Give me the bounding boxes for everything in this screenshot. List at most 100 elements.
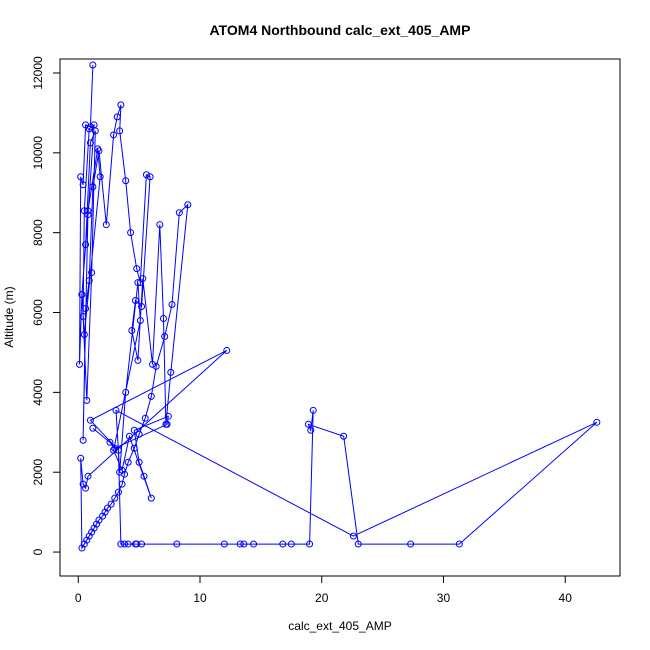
data-point (121, 540, 129, 548)
data-point (139, 275, 147, 283)
data-point (82, 241, 90, 249)
plot-frame (59, 58, 621, 577)
data-point (117, 101, 125, 109)
data-point (111, 494, 119, 502)
data-point (106, 438, 114, 446)
data-point (304, 420, 312, 428)
data-point (122, 388, 130, 396)
data-point (130, 444, 138, 452)
data-point (128, 326, 136, 334)
data-point (114, 446, 122, 454)
data-point (85, 125, 93, 133)
x-tick-label: 40 (559, 591, 573, 605)
series-line (79, 64, 598, 550)
data-point (77, 454, 85, 462)
data-point (86, 139, 94, 147)
y-tick-label: 4000 (31, 379, 45, 406)
data-point (116, 127, 124, 135)
data-point (78, 544, 86, 552)
data-point (287, 540, 295, 548)
series-layer (75, 61, 601, 552)
data-point (164, 412, 172, 420)
y-axis-label: Altitude (m) (2, 286, 16, 347)
x-tick-label: 0 (75, 591, 82, 605)
data-point (131, 297, 139, 305)
x-tick-label: 10 (193, 591, 207, 605)
data-point (124, 540, 132, 548)
data-point (147, 392, 155, 400)
data-point (134, 356, 142, 364)
data-point (220, 540, 228, 548)
data-point (309, 406, 317, 414)
data-point (136, 316, 144, 324)
data-point (80, 330, 88, 338)
data-point (134, 279, 142, 287)
y-tick-label: 6000 (31, 299, 45, 326)
data-point (138, 303, 146, 311)
y-tick-label: 2000 (31, 459, 45, 486)
data-point (89, 183, 97, 191)
data-point (175, 209, 183, 217)
data-point (79, 436, 87, 444)
data-point (127, 229, 135, 237)
data-point (156, 221, 164, 229)
y-tick-label: 0 (31, 548, 45, 555)
data-point (167, 368, 175, 376)
x-tick-label: 20 (315, 591, 329, 605)
y-tick-label: 12000 (31, 56, 45, 90)
data-point (146, 173, 154, 181)
data-point (340, 432, 348, 440)
data-point (141, 414, 149, 422)
data-point (149, 360, 157, 368)
data-point (250, 540, 258, 548)
data-point (75, 360, 83, 368)
data-point (96, 173, 104, 181)
chart-title: ATOM4 Northbound calc_ext_405_AMP (210, 22, 471, 38)
data-point (168, 301, 176, 309)
data-point (79, 313, 87, 321)
data-point (86, 416, 94, 424)
x-tick-label: 30 (437, 591, 451, 605)
data-point (112, 406, 120, 414)
data-point (184, 201, 192, 209)
data-point (111, 444, 119, 452)
data-point (135, 430, 143, 438)
data-point (163, 420, 171, 428)
data-point (354, 540, 362, 548)
data-point (133, 265, 141, 273)
data-point (114, 488, 122, 496)
data-point (306, 540, 314, 548)
data-point (118, 480, 126, 488)
data-point (125, 432, 133, 440)
data-point (82, 484, 90, 492)
data-point (89, 61, 97, 69)
data-point (133, 540, 141, 548)
data-point (88, 269, 96, 277)
data-point (173, 540, 181, 548)
data-point (79, 181, 87, 189)
data-point (159, 314, 167, 322)
data-point (407, 540, 415, 548)
data-point (85, 277, 93, 285)
data-point (95, 147, 103, 155)
data-point (84, 472, 92, 480)
data-point (349, 532, 357, 540)
data-point (89, 424, 97, 432)
data-point (138, 540, 146, 548)
data-point (147, 494, 155, 502)
data-point (107, 500, 115, 508)
data-point (113, 113, 121, 121)
data-point (124, 458, 132, 466)
data-point (110, 131, 118, 139)
y-tick-label: 8000 (31, 219, 45, 246)
data-point (99, 512, 107, 520)
data-point (455, 540, 463, 548)
data-point (161, 332, 169, 340)
data-point (593, 418, 601, 426)
data-point (240, 540, 248, 548)
data-point (82, 121, 90, 129)
data-point (117, 540, 125, 548)
data-point (118, 466, 126, 474)
